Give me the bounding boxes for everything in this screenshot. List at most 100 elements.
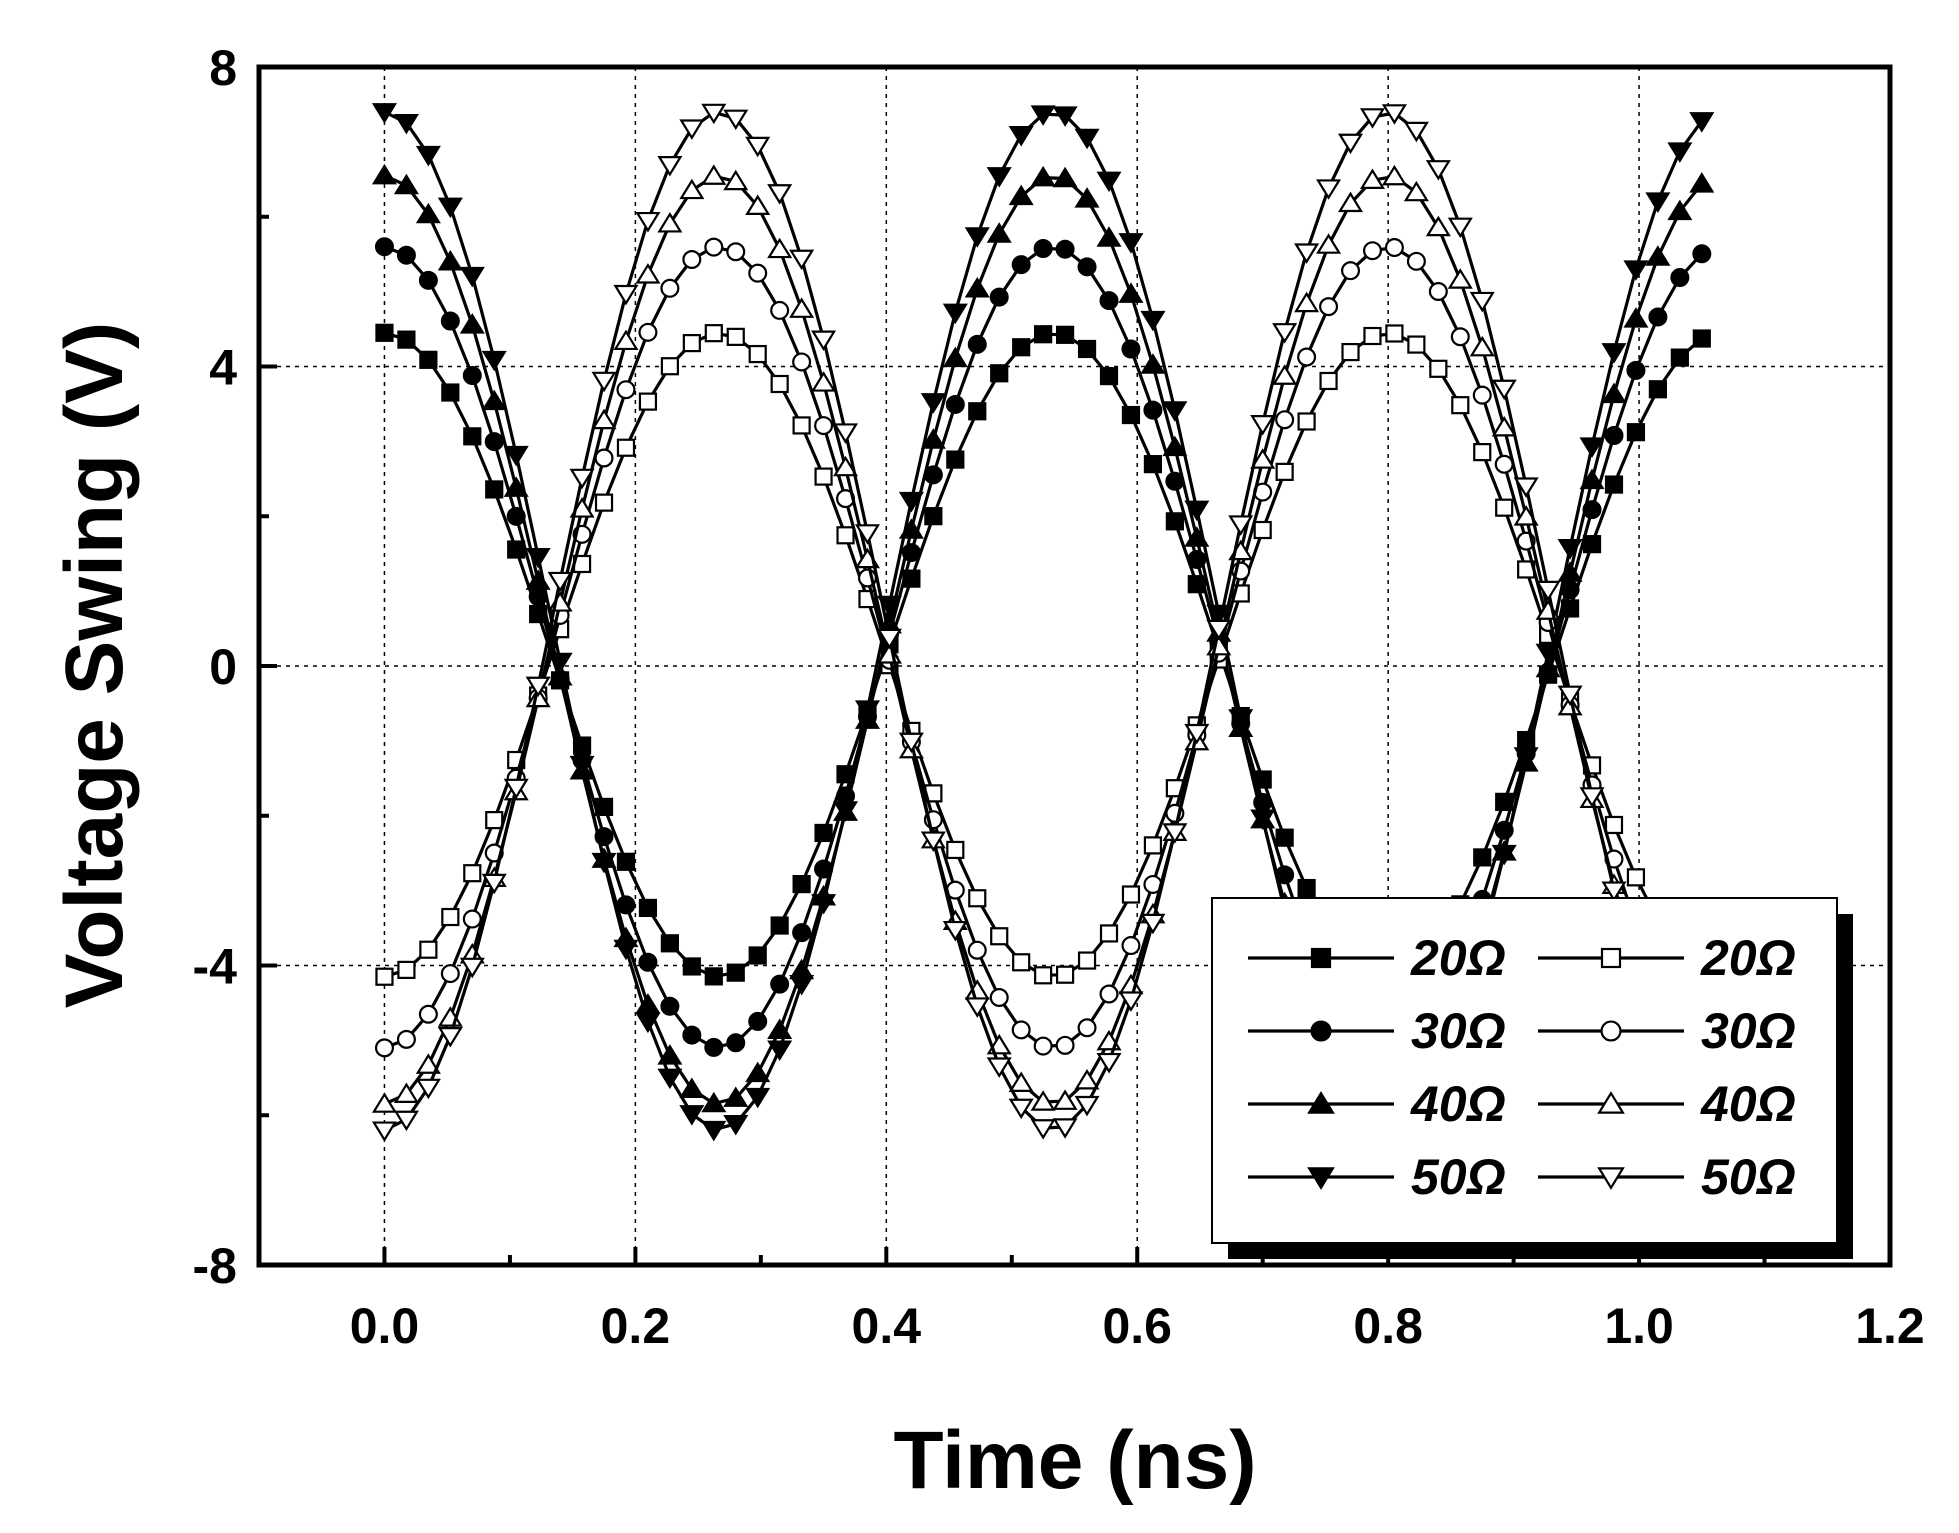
series-marker [1030,105,1056,126]
series-marker [964,997,990,1018]
series-marker [591,852,617,874]
series-marker [1030,165,1056,187]
series-marker [767,184,793,205]
series-marker [462,366,482,386]
series-marker [1692,329,1711,348]
series-marker [1140,310,1166,332]
series-marker [726,963,745,982]
series-marker [682,1025,702,1045]
series-marker [616,380,636,400]
series-marker [1030,1119,1056,1140]
series-marker [968,402,987,421]
series-marker [1491,844,1517,866]
series-marker [920,831,946,852]
series-marker [704,324,723,343]
series-marker [1319,297,1339,317]
series-marker [437,1027,463,1048]
series-marker [1579,437,1605,458]
series-marker [1184,723,1210,745]
series-marker [723,169,749,191]
series-marker [682,333,701,353]
series-marker [1469,291,1495,313]
series-marker [704,237,724,257]
series-marker [393,1110,419,1132]
series-marker [1250,415,1276,436]
series-marker [1052,1089,1078,1110]
series-marker [1667,142,1693,163]
series-marker [1428,281,1448,301]
series-marker [767,1040,793,1061]
legend-label: 50Ω [1701,1149,1796,1205]
series-marker [525,547,551,569]
series-marker [507,540,526,559]
series-marker [1294,243,1320,264]
series-marker [1118,282,1144,303]
series-marker [440,311,460,331]
series-marker [393,173,419,195]
series-marker [1626,423,1646,442]
series-marker [1425,215,1451,237]
series-marker [503,476,529,497]
series-marker [1579,468,1605,490]
x-tick-label: 1.2 [1855,1298,1925,1354]
series-marker [503,445,529,467]
series-marker [770,300,790,320]
series-marker [767,237,793,259]
series-marker [1272,323,1298,344]
series-marker [419,940,438,959]
series-marker [1253,520,1272,540]
series-marker [616,438,636,457]
series-marker [1165,512,1184,531]
series-marker [1601,382,1627,404]
series-marker [1535,580,1561,602]
series-marker [635,211,661,233]
series-marker [679,178,705,200]
series-marker [1341,342,1360,362]
series-marker [1077,1018,1097,1038]
series-marker [745,1087,771,1109]
series-marker [1030,1090,1056,1111]
legend-marker [1307,1091,1335,1114]
series-marker [1096,1052,1122,1074]
series-marker [1472,385,1492,405]
series-marker [748,263,768,283]
series-marker [1096,171,1122,193]
series-marker [723,109,749,131]
series-marker [437,197,463,219]
series-marker [1491,379,1517,401]
legend-label: 30Ω [1701,1003,1796,1059]
series-marker [437,249,463,271]
series-marker [1074,128,1100,150]
series-marker [748,1011,768,1031]
y-tick-label: -8 [193,1238,237,1294]
series-marker [635,1012,661,1034]
series-marker [723,1086,749,1107]
series-marker [1557,539,1583,560]
series-marker [660,357,679,376]
series-marker [569,468,595,490]
series-marker [1604,815,1624,835]
series-marker [481,350,507,372]
series-marker [679,1105,705,1126]
series-marker [613,284,639,306]
series-marker [1096,226,1122,247]
series-marker [1228,709,1254,730]
series-marker [1363,326,1382,346]
series-marker [1077,951,1097,970]
series-marker [1316,233,1342,254]
series-marker [1099,366,1119,386]
series-marker [1670,268,1690,288]
x-axis-title: Time (ns) [894,1415,1257,1506]
series-marker [1034,325,1053,344]
series-marker [986,1057,1012,1078]
series-marker [770,974,790,994]
series-marker [547,652,573,674]
series-marker [459,957,485,979]
legend-label: 30Ω [1411,1003,1506,1059]
series-marker [1513,747,1539,768]
y-tick-label: 8 [209,40,237,96]
series-marker [1450,327,1470,347]
series-marker [657,212,683,233]
series-marker [1582,535,1602,554]
series-marker [371,103,397,124]
